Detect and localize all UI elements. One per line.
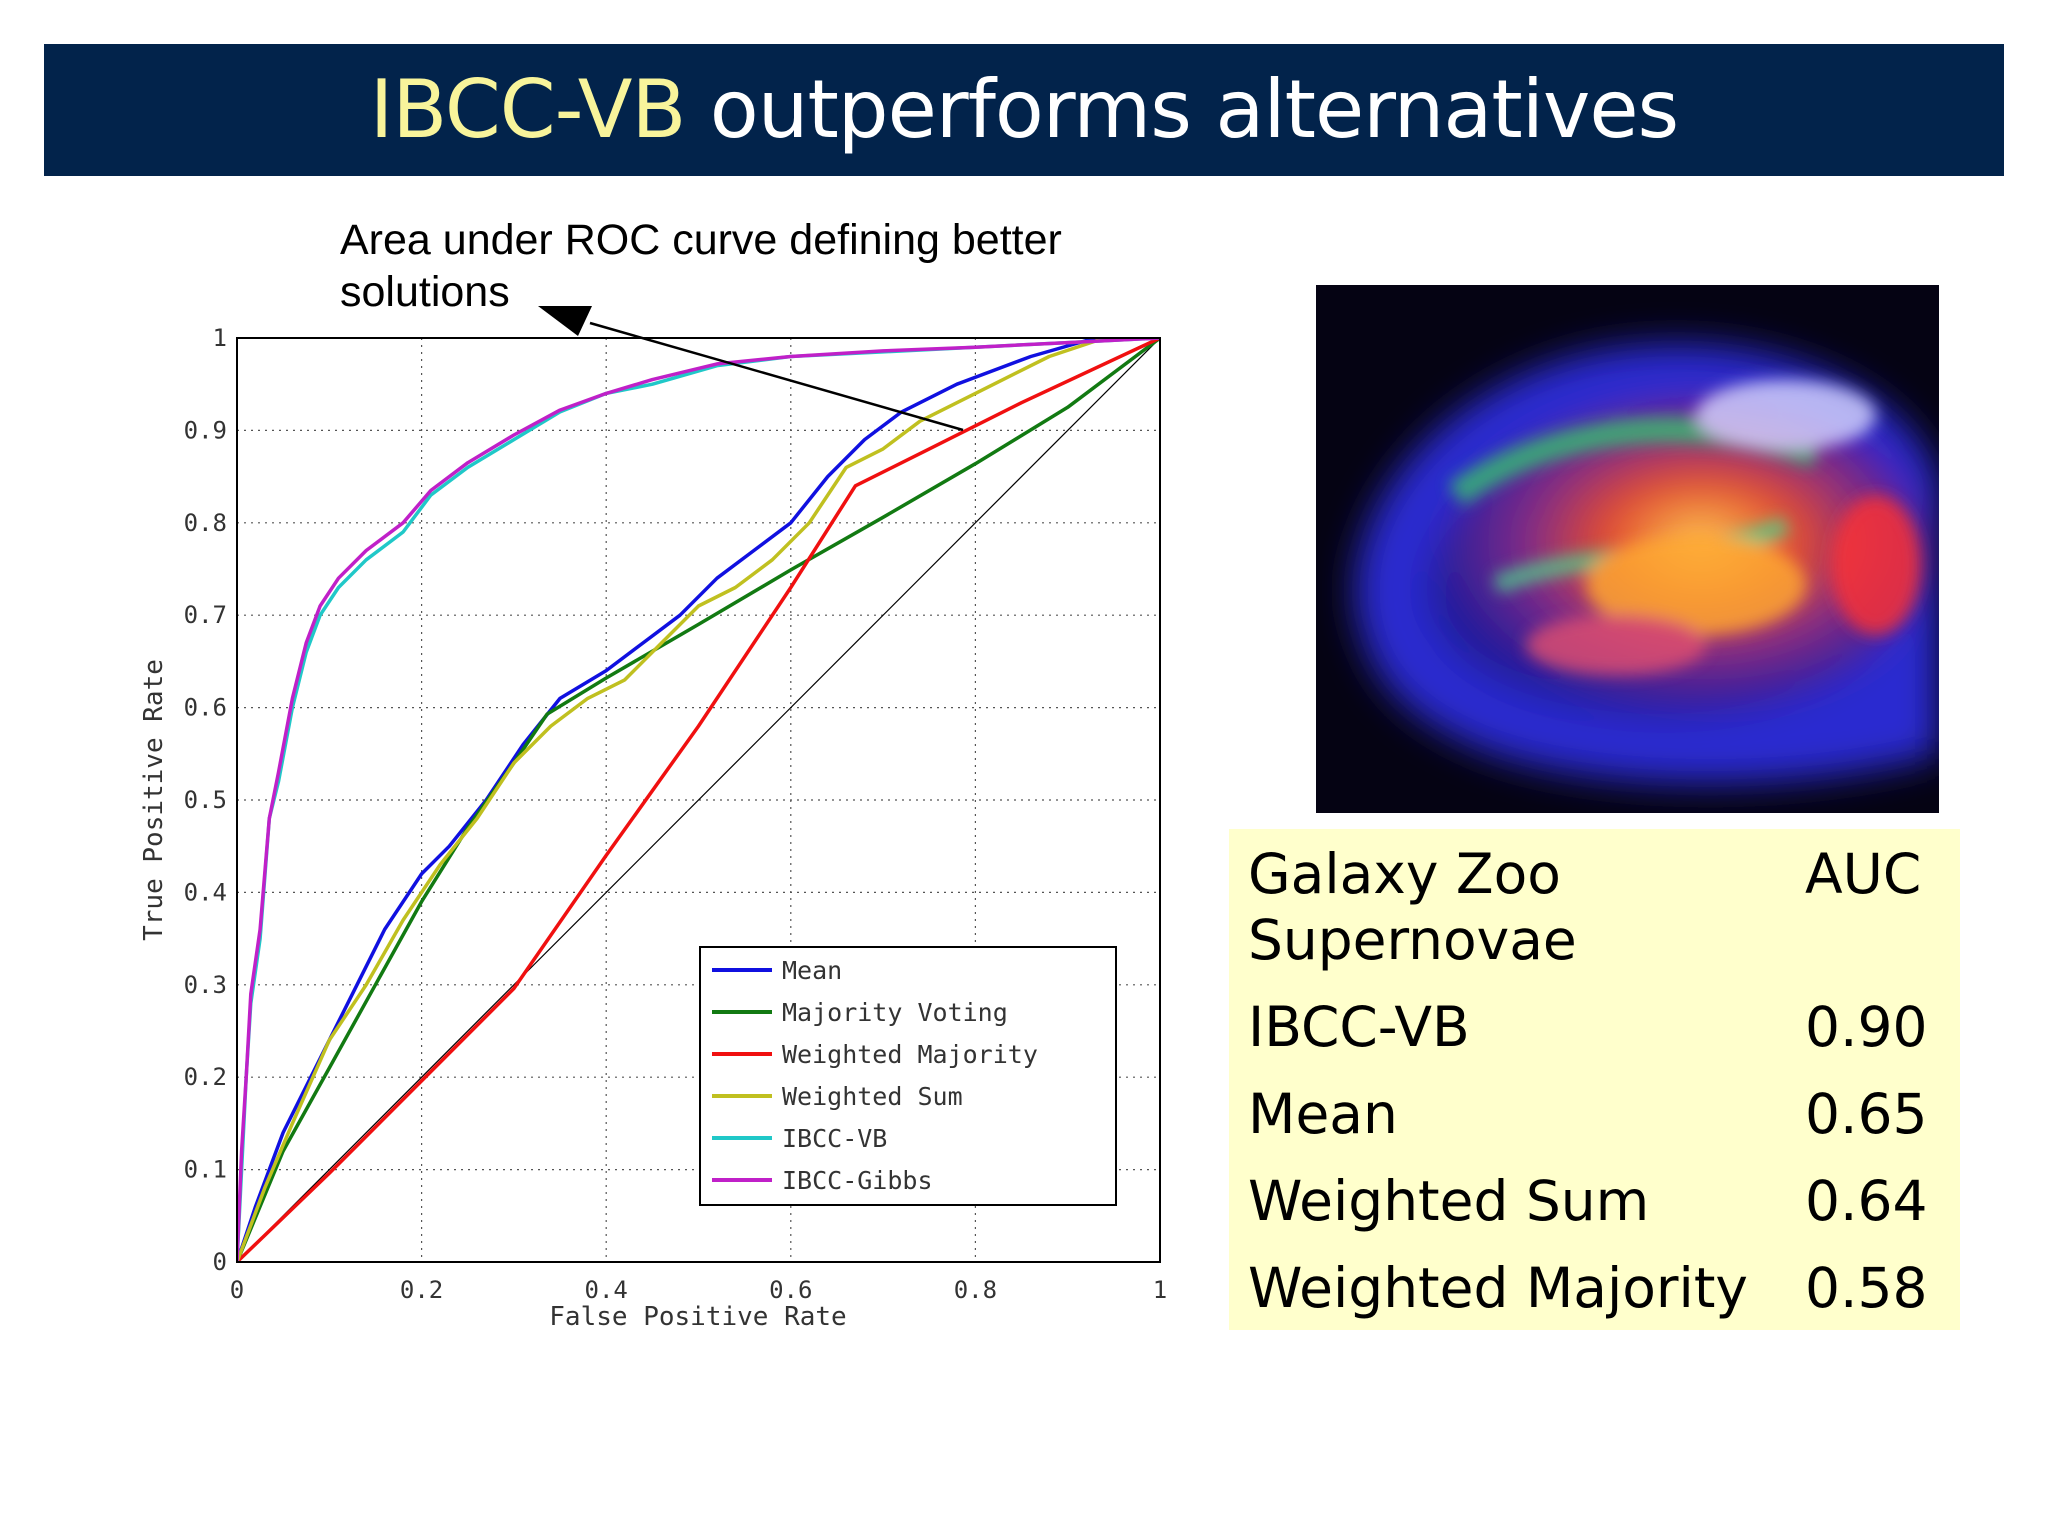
- series-line-majority-voting: [237, 338, 1160, 1262]
- table-row-label: Weighted Majority: [1248, 1256, 1748, 1320]
- table-header-value: AUC: [1805, 842, 1922, 906]
- series-line-weighted-sum: [237, 338, 1160, 1262]
- x-axis-label: False Positive Rate: [549, 1302, 846, 1332]
- table-row-value: 0.58: [1805, 1256, 1928, 1320]
- legend-box: [699, 946, 1117, 1206]
- y-tick-label: 0.1: [184, 1156, 227, 1184]
- diagonal-reference-line: [237, 338, 1160, 1262]
- y-tick-label: 0.6: [184, 694, 227, 722]
- y-tick-label: 1: [213, 324, 227, 352]
- series-line-weighted-majority: [237, 338, 1160, 1262]
- legend-label: Weighted Majority: [782, 1040, 1038, 1069]
- annotation-text: Area under ROC curve defining better sol…: [340, 216, 1062, 316]
- table-row-value: 0.65: [1805, 1082, 1928, 1146]
- y-tick-label: 0.2: [184, 1063, 227, 1091]
- plot-frame: [236, 337, 1161, 1263]
- y-tick-label: 0.4: [184, 878, 227, 906]
- y-tick-label: 0.8: [184, 509, 227, 537]
- legend-label: Majority Voting: [782, 998, 1008, 1027]
- legend-label: Mean: [782, 956, 842, 985]
- legend-label: IBCC-VB: [782, 1124, 887, 1153]
- x-tick-label: 0.4: [585, 1276, 628, 1304]
- supernova-image: [1316, 285, 1939, 813]
- y-tick-label: 0: [213, 1248, 227, 1276]
- title-bar: IBCC-VB outperforms alternatives: [44, 44, 2004, 176]
- y-tick-label: 0.5: [184, 786, 227, 814]
- slide-title: IBCC-VB outperforms alternatives: [370, 70, 1679, 150]
- y-axis-label: True Positive Rate: [139, 659, 169, 941]
- tick-labels: 0 0.2 0.4 0.6 0.8 1 0 0.1 0.2 0.3 0.4 0.5 0.6 0.7 0.8 0…: [184, 324, 1168, 1304]
- x-tick-label: 0: [230, 1276, 244, 1304]
- table-header-label-2: Supernovae: [1248, 908, 1577, 972]
- legend-label: Weighted Sum: [782, 1082, 963, 1111]
- table-row-value: 0.64: [1805, 1169, 1928, 1233]
- x-tick-label: 1: [1153, 1276, 1167, 1304]
- table-header-label-1: Galaxy Zoo: [1248, 842, 1561, 906]
- y-tick-label: 0.3: [184, 971, 227, 999]
- table-row-label: Mean: [1248, 1082, 1398, 1146]
- x-tick-label: 0.8: [954, 1276, 997, 1304]
- series-lines: [237, 338, 1160, 1262]
- legend-label: IBCC-Gibbs: [782, 1166, 933, 1195]
- table-row-value: 0.90: [1805, 995, 1928, 1059]
- auc-table: Galaxy Zoo Supernovae AUC IBCC-VB 0.90 M…: [1229, 829, 1960, 1330]
- y-tick-label: 0.9: [184, 416, 227, 444]
- y-tick-label: 0.7: [184, 601, 227, 629]
- x-tick-label: 0.2: [400, 1276, 443, 1304]
- annotation-arrow: [538, 306, 964, 432]
- x-tick-label: 0.6: [769, 1276, 812, 1304]
- table-row-label: Weighted Sum: [1248, 1169, 1650, 1233]
- title-highlight: IBCC-VB: [369, 63, 687, 156]
- chart-legend: Mean Majority Voting Weighted Majority Weig…: [699, 946, 1117, 1206]
- title-rest: outperforms alternatives: [685, 63, 1679, 156]
- series-line-ibcc-gibbs: [237, 338, 1160, 1262]
- table-row-label: IBCC-VB: [1248, 995, 1470, 1059]
